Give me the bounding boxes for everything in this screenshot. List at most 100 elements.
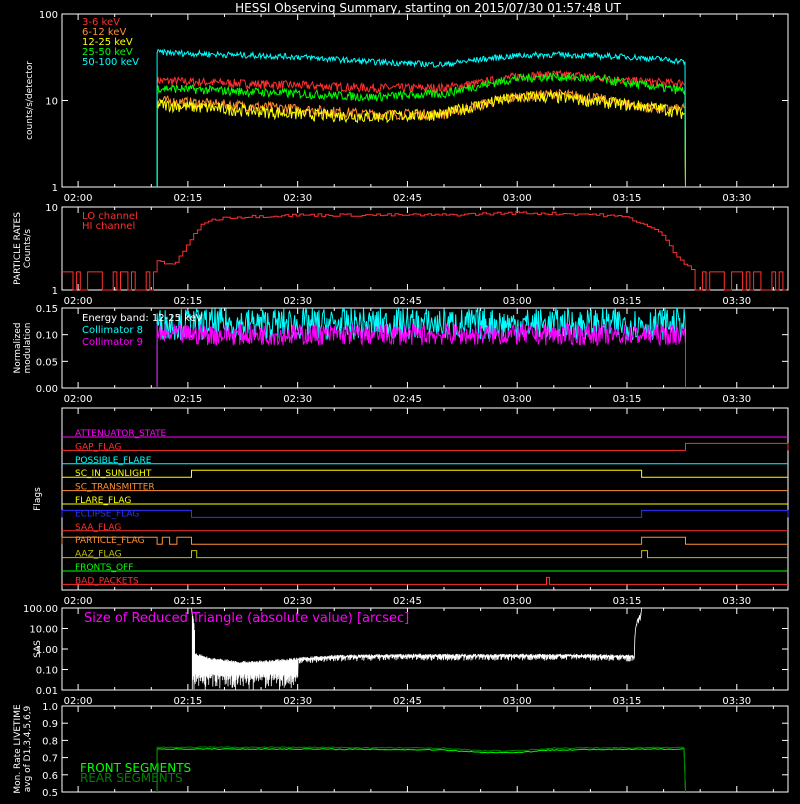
particle_rates-xtick-label: 03:15 <box>613 296 642 307</box>
sas-ytick-label: 10.00 <box>29 625 58 636</box>
count-rate-legend-entry: 6-12 keV <box>82 27 126 38</box>
flag-label: POSSIBLE_FLARE <box>75 456 152 466</box>
particle_rates-xtick-label: 02:00 <box>64 296 93 307</box>
flag-label: ECLIPSE_FLAG <box>75 509 139 519</box>
particle_rates-ytick-label: 10 <box>45 203 58 214</box>
count_rates-xtick-label: 03:30 <box>722 193 751 204</box>
count_rates-xtick-label: 03:15 <box>613 193 642 204</box>
flag-line <box>61 536 788 545</box>
livetime-ytick-label: 0.5 <box>42 788 58 799</box>
livetime-ylabel2: avg of D1,3,4,5,6,9 <box>23 705 33 792</box>
flags-frame <box>61 407 789 591</box>
livetime-ytick-label: 0.6 <box>42 771 58 782</box>
particle_rates-ylabel2: Counts/s <box>23 229 33 268</box>
sas-ytick-label: 1.00 <box>36 645 58 656</box>
particle_rates-ylabel: PARTICLE RATES <box>13 212 23 285</box>
modulation-xtick-label: 03:30 <box>722 394 751 405</box>
count-rate-line <box>156 48 686 188</box>
count-rate-legend-entry: 12-25 keV <box>82 37 133 48</box>
modulation-xtick-label: 03:15 <box>613 394 642 405</box>
flag-label: GAP_FLAG <box>75 442 121 452</box>
flag-label: ATTENUATOR_STATE <box>75 429 167 439</box>
flag-line <box>62 442 789 451</box>
flags-xtick-label: 02:15 <box>173 596 202 607</box>
flag-label: FRONTS_OFF <box>75 563 133 573</box>
modulation-frame <box>61 307 789 389</box>
flag-label: SC_IN_SUNLIGHT <box>75 469 152 479</box>
flags-xtick-label: 02:45 <box>393 596 422 607</box>
sas-ylabel: SAS <box>33 640 43 658</box>
energy-band-label: Energy band: 12-25 keV <box>82 313 203 324</box>
flags-xtick-label: 03:00 <box>503 596 532 607</box>
flag-label: PARTICLE_FLAG <box>75 536 145 546</box>
count-rate-line <box>156 88 686 188</box>
flag-label: SAA_FLAG <box>75 523 121 533</box>
count_rates-xtick-label: 02:00 <box>64 193 93 204</box>
count-rate-legend-entry: 50-100 keV <box>82 57 139 68</box>
sas-xtick-label: 02:30 <box>283 696 312 707</box>
sas-xtick-label: 03:00 <box>503 696 532 707</box>
modulation-line <box>156 322 686 388</box>
count_rates-ytick-label: 1 <box>52 183 58 194</box>
livetime-line <box>156 746 686 793</box>
count-rate-legend-entry: 25-50 keV <box>82 47 133 58</box>
count-rate-line <box>156 71 686 188</box>
flag-line <box>62 576 788 585</box>
livetime-ytick-label: 0.8 <box>42 736 58 747</box>
livetime-ytick-label: 1.0 <box>42 702 58 713</box>
count_rates-ylabel: counts/s/detector <box>25 61 35 140</box>
particle_rates-ytick-label: 1 <box>52 286 58 297</box>
particle_rates-xtick-label: 03:30 <box>722 296 751 307</box>
sas-xtick-label: 03:30 <box>722 696 751 707</box>
count_rates-ytick-label: 100 <box>39 10 58 21</box>
sas-xtick-label: 02:00 <box>64 696 93 707</box>
count_rates-xtick-label: 02:15 <box>173 193 202 204</box>
particle-legend-lo: LO channel <box>82 211 138 222</box>
particle_rates-xtick-label: 02:45 <box>393 296 422 307</box>
flag-line <box>62 469 788 478</box>
sas-ytick-label: 100.00 <box>23 604 58 615</box>
modulation-ytick-label: 0.05 <box>36 357 58 368</box>
modulation-legend-entry: Collimator 9 <box>82 337 143 348</box>
particle_rates-xtick-label: 03:00 <box>503 296 532 307</box>
sas-line <box>191 607 642 690</box>
modulation-xtick-label: 02:45 <box>393 394 422 405</box>
modulation-line <box>156 306 686 388</box>
flags-ylabel: Flags <box>33 487 43 511</box>
modulation-ylabel: Normalized <box>13 322 23 373</box>
sas-xtick-label: 02:15 <box>173 696 202 707</box>
flag-label: FLARE_FLAG <box>75 496 131 506</box>
particle_rates-frame <box>61 206 789 291</box>
count_rates-xtick-label: 02:45 <box>393 193 422 204</box>
flags-xtick-label: 02:00 <box>64 596 93 607</box>
figure-title: HESSI Observing Summary, starting on 201… <box>235 1 621 15</box>
particle_rates-xtick-label: 02:15 <box>173 296 202 307</box>
modulation-xtick-label: 02:00 <box>64 394 93 405</box>
sas-ytick-label: 0.10 <box>36 666 58 677</box>
lo-channel-line <box>62 211 787 291</box>
sas-xtick-label: 03:15 <box>613 696 642 707</box>
modulation-ytick-label: 0.15 <box>36 304 58 315</box>
count_rates-xtick-label: 03:00 <box>503 193 532 204</box>
modulation-ytick-label: 0.00 <box>36 384 58 395</box>
modulation-xtick-label: 02:30 <box>283 394 312 405</box>
modulation-ylabel2: modulation <box>23 323 33 374</box>
count-rate-line <box>156 90 686 188</box>
particle_rates-xtick-label: 02:30 <box>283 296 312 307</box>
modulation-xtick-label: 03:00 <box>503 394 532 405</box>
modulation-xtick-label: 02:15 <box>173 394 202 405</box>
flags-xtick-label: 03:15 <box>613 596 642 607</box>
livetime-frame <box>61 705 789 793</box>
flag-label: AAZ_FLAG <box>75 550 122 560</box>
livetime-legend-entry: FRONT SEGMENTS <box>80 761 191 775</box>
flag-line <box>61 509 789 518</box>
flags-xtick-label: 02:30 <box>283 596 312 607</box>
modulation-legend-entry: Collimator 8 <box>82 325 143 336</box>
count_rates-xtick-label: 02:30 <box>283 193 312 204</box>
livetime-ylabel: Mon. Rate LIVETIME <box>13 704 23 794</box>
livetime-ytick-label: 0.9 <box>42 719 58 730</box>
sas-ytick-label: 0.01 <box>36 686 58 697</box>
count_rates-ytick-label: 10 <box>45 97 58 108</box>
